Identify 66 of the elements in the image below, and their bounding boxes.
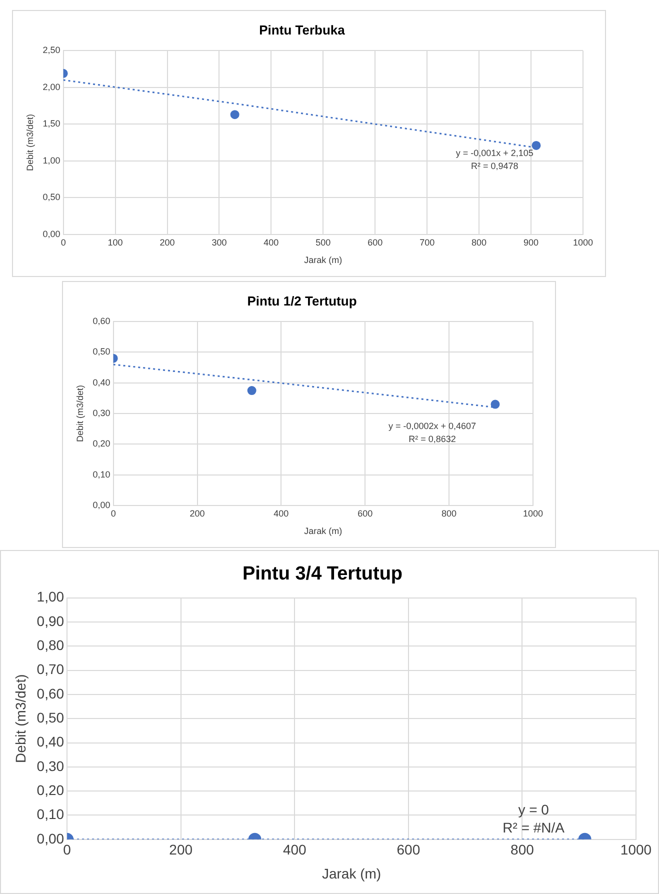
- x-tick-label: 200: [169, 842, 193, 858]
- x-tick-label: 400: [264, 237, 279, 248]
- y-tick-label: 0,20: [36, 782, 64, 798]
- chart-title: Pintu Terbuka: [259, 22, 346, 38]
- x-tick-label: 100: [108, 237, 123, 248]
- annotation: R² = 0,9478: [471, 161, 518, 172]
- y-tick-label: 0,60: [92, 316, 110, 326]
- annotation: y = -0,0002x + 0,4607: [388, 420, 476, 431]
- x-tick-label: 800: [472, 237, 487, 248]
- y-axis-title: Debit (m3/det): [24, 114, 35, 172]
- x-tick-label: 600: [368, 237, 383, 248]
- annotation: y = -0,001x + 2,105: [456, 148, 534, 158]
- y-tick-label: 0,10: [92, 469, 110, 480]
- x-tick-label: 1000: [522, 508, 544, 518]
- y-tick-label: 1,00: [42, 155, 60, 166]
- point: [247, 386, 256, 396]
- y-tick-label: 1,50: [42, 118, 60, 129]
- x-tick-label: 400: [274, 508, 289, 518]
- y-tick-label: 0,40: [36, 734, 64, 750]
- x-tick-label: 1000: [620, 842, 652, 858]
- y-tick-label: 0,30: [92, 408, 110, 418]
- y-tick-label: 0,10: [36, 806, 64, 822]
- x-tick-label: 800: [510, 842, 534, 858]
- y-tick-label: 0,60: [36, 685, 64, 702]
- x-tick-label: 200: [190, 508, 205, 518]
- point: [490, 400, 500, 409]
- y-tick-label: 0,00: [42, 228, 60, 239]
- x-tick-label: 700: [420, 237, 435, 248]
- x-tick-label: 0: [110, 508, 116, 518]
- x-axis-title: Jarak (m): [304, 255, 342, 266]
- x-tick-label: 600: [358, 508, 373, 518]
- y-tick-label: 1,00: [36, 588, 64, 605]
- x-tick-label: 0: [63, 842, 72, 858]
- point: [532, 140, 541, 150]
- x-tick-label: 300: [212, 237, 227, 248]
- x-tick-label: 800: [442, 508, 457, 518]
- y-tick-label: 0,90: [36, 612, 64, 629]
- y-tick-label: 2,50: [42, 45, 60, 56]
- x-axis-title: Jarak (m): [304, 526, 342, 536]
- x-tick-label: 1000: [572, 237, 594, 248]
- point: [230, 110, 240, 120]
- x-axis-title: Jarak (m): [322, 865, 382, 882]
- x-tick-label: 400: [282, 842, 307, 858]
- annotation: y = 0: [518, 801, 550, 818]
- annotation: R² = 0,8632: [408, 434, 456, 444]
- x-tick-label: 900: [524, 237, 539, 248]
- y-tick-label: 0,50: [92, 346, 110, 357]
- x-tick-label: 600: [396, 842, 420, 858]
- x-tick-label: 0: [60, 237, 66, 248]
- y-tick-label: 2,00: [42, 82, 60, 92]
- y-tick-label: 0,20: [92, 438, 110, 449]
- annotation: R² = #N/A: [502, 819, 566, 836]
- y-tick-label: 0,70: [36, 661, 64, 678]
- y-axis-title: Debit (m3/det): [12, 674, 28, 763]
- y-tick-label: 0,80: [36, 636, 64, 653]
- y-tick-label: 0,50: [36, 709, 64, 726]
- y-tick-label: 0,50: [42, 192, 60, 202]
- x-tick-label: 500: [316, 237, 331, 248]
- x-tick-label: 200: [160, 237, 175, 248]
- chart-title: Pintu 1/2 Tertutup: [247, 293, 357, 308]
- y-tick-label: 0,30: [36, 758, 64, 774]
- y-tick-label: 0,40: [92, 377, 110, 388]
- y-tick-label: 0,00: [92, 500, 110, 510]
- y-axis-title: Debit (m3/det): [74, 384, 85, 442]
- chart-title: Pintu 3/4 Tertutup: [242, 564, 403, 585]
- y-tick-label: 0,00: [36, 830, 64, 846]
